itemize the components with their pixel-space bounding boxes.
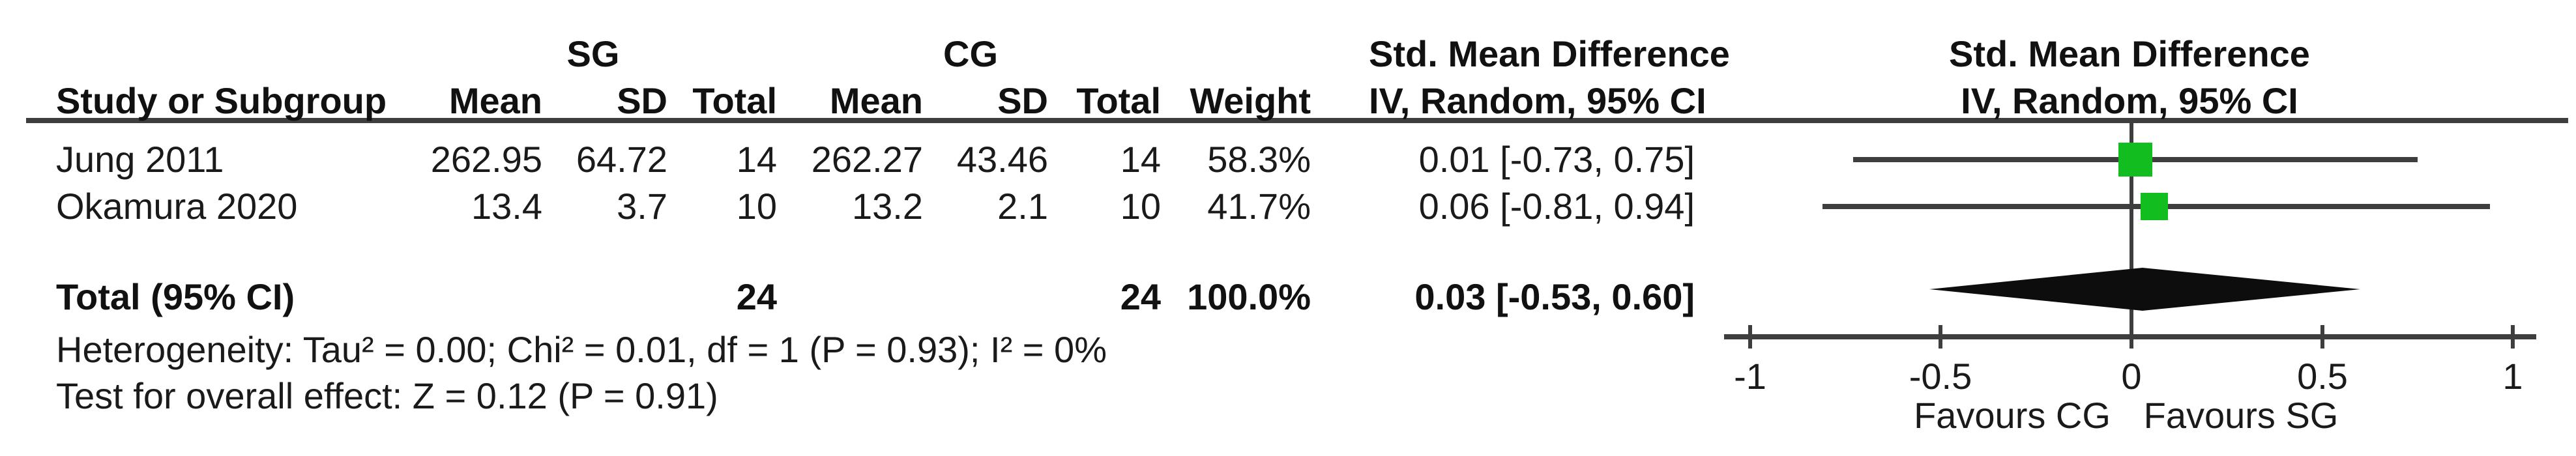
x-tick-label-0: 0 (2121, 356, 2142, 397)
sg-sd: 64.72 (576, 139, 667, 180)
col-header-study: Study or Subgroup (56, 80, 387, 121)
weight-value: 58.3% (1207, 139, 1311, 180)
effect-square-okamura-2020 (2141, 193, 2168, 220)
favours-right-label: Favours SG (2143, 395, 2339, 436)
effect-square-jung-2011 (2118, 143, 2152, 177)
col-header-cg-total: Total (1076, 80, 1161, 121)
col-header-sg-mean: Mean (448, 80, 542, 121)
smd-ci-value: 0.06 [-0.81, 0.94] (1418, 186, 1695, 227)
sg-mean: 262.95 (430, 139, 542, 180)
header-rule (26, 118, 2568, 123)
total-smd-ci-value: 0.03 [-0.53, 0.60] (1414, 276, 1695, 317)
x-tick-label-minus05: -0.5 (1909, 356, 1972, 397)
sg-mean: 13.4 (471, 186, 542, 227)
cg-sd: 2.1 (997, 186, 1048, 227)
total-sg-total: 24 (736, 276, 777, 317)
group-header-sg: SG (566, 33, 620, 74)
total-cg-total: 24 (1120, 276, 1161, 317)
total-weight: 100.0% (1187, 276, 1311, 317)
cg-total: 14 (1120, 139, 1161, 180)
favours-left-label: Favours CG (1914, 395, 2111, 436)
pooled-effect-diamond (1929, 268, 2360, 311)
x-tick-label-1: 1 (2502, 356, 2523, 397)
total-label: Total (95% CI) (56, 276, 295, 317)
smd-plot-column-title: Std. Mean Difference (1949, 33, 2310, 74)
sg-total: 14 (736, 139, 777, 180)
x-tick-label-05: 0.5 (2297, 356, 2348, 397)
cg-mean: 13.2 (852, 186, 923, 227)
cg-total: 10 (1120, 186, 1161, 227)
cg-mean: 262.27 (811, 139, 923, 180)
col-header-sg-total: Total (692, 80, 777, 121)
col-header-smd-text: IV, Random, 95% CI (1369, 80, 1706, 121)
col-header-sg-sd: SD (617, 80, 667, 121)
x-tick-label-minus1: -1 (1734, 356, 1766, 397)
col-header-cg-mean: Mean (829, 80, 923, 121)
cg-sd: 43.46 (956, 139, 1048, 180)
smd-ci-value: 0.01 [-0.73, 0.75] (1418, 139, 1695, 180)
col-header-cg-sd: SD (997, 80, 1048, 121)
sg-sd: 3.7 (617, 186, 667, 227)
col-header-smd-plot: IV, Random, 95% CI (1961, 80, 2298, 121)
weight-value: 41.7% (1207, 186, 1311, 227)
smd-text-column-title: Std. Mean Difference (1369, 33, 1730, 74)
overall-effect-note: Test for overall effect: Z = 0.12 (P = 0… (56, 375, 718, 416)
heterogeneity-note: Heterogeneity: Tau² = 0.00; Chi² = 0.01,… (56, 329, 1107, 370)
group-header-cg: CG (943, 33, 998, 74)
study-name: Okamura 2020 (56, 186, 298, 227)
sg-total: 10 (736, 186, 777, 227)
col-header-weight: Weight (1190, 80, 1311, 121)
study-name: Jung 2011 (56, 139, 224, 180)
